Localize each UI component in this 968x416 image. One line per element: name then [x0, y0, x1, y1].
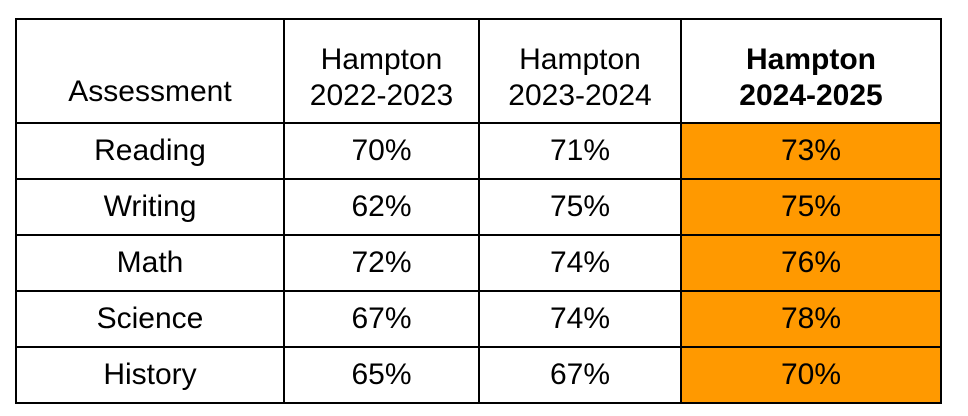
header-year: 2024-2025 [739, 79, 883, 112]
score-2022-2023: 67% [283, 290, 480, 348]
score-2024-2025: 75% [680, 178, 942, 236]
score-2022-2023: 70% [283, 122, 480, 180]
table-header-row: Assessment Hampton 2022-2023 Hampton 202… [15, 18, 942, 124]
table-row: Writing 62% 75% 75% [15, 178, 942, 236]
assessment-cell: Science [15, 290, 285, 348]
score-2023-2024: 74% [478, 290, 682, 348]
score-2024-2025: 78% [680, 290, 942, 348]
header-2022-2023: Hampton 2022-2023 [283, 18, 480, 124]
score-2023-2024: 74% [478, 234, 682, 292]
score-2024-2025: 70% [680, 346, 942, 404]
header-assessment: Assessment [15, 18, 285, 124]
assessment-table: Assessment Hampton 2022-2023 Hampton 202… [15, 18, 942, 404]
score-2023-2024: 75% [478, 178, 682, 236]
score-2023-2024: 67% [478, 346, 682, 404]
score-2022-2023: 65% [283, 346, 480, 404]
header-assessment-label: Assessment [68, 75, 232, 108]
score-2024-2025: 76% [680, 234, 942, 292]
score-2022-2023: 72% [283, 234, 480, 292]
header-school-name: Hampton [519, 43, 641, 76]
header-2024-2025: Hampton 2024-2025 [680, 18, 942, 124]
assessment-cell: History [15, 346, 285, 404]
score-2024-2025: 73% [680, 122, 942, 180]
header-year: 2022-2023 [309, 79, 454, 112]
score-2022-2023: 62% [283, 178, 480, 236]
header-school-name: Hampton [320, 43, 443, 76]
header-school-name: Hampton [746, 43, 876, 76]
assessment-cell: Writing [15, 178, 285, 236]
header-year: 2023-2024 [508, 79, 652, 112]
table-row: Math 72% 74% 76% [15, 234, 942, 292]
assessment-cell: Math [15, 234, 285, 292]
header-2023-2024: Hampton 2023-2024 [478, 18, 682, 124]
assessment-cell: Reading [15, 122, 285, 180]
table-row: Reading 70% 71% 73% [15, 122, 942, 180]
table-row: Science 67% 74% 78% [15, 290, 942, 348]
score-2023-2024: 71% [478, 122, 682, 180]
table-row: History 65% 67% 70% [15, 346, 942, 404]
